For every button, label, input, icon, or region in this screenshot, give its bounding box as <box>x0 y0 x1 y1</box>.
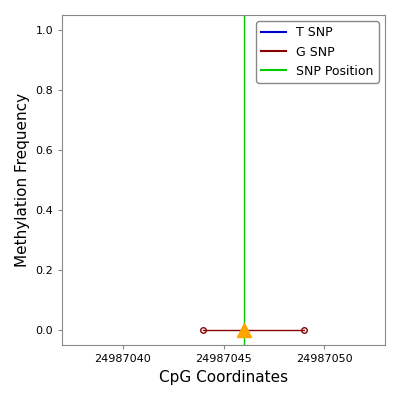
X-axis label: CpG Coordinates: CpG Coordinates <box>159 370 288 385</box>
Legend: T SNP, G SNP, SNP Position: T SNP, G SNP, SNP Position <box>256 21 379 83</box>
Y-axis label: Methylation Frequency: Methylation Frequency <box>15 93 30 267</box>
